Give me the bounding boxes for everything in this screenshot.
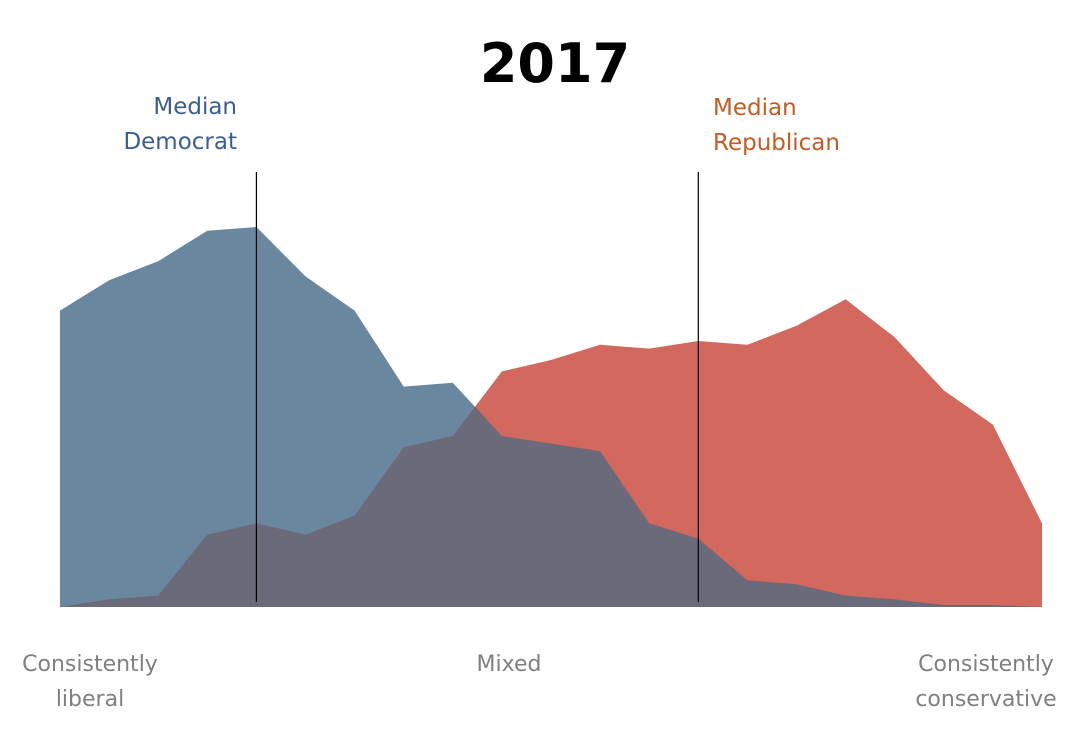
- median-democrat-label-line2: Democrat: [123, 129, 237, 155]
- median-democrat-label-line1: Median: [153, 94, 237, 120]
- x-label-conservative-line2: conservative: [915, 687, 1056, 712]
- democrat-area: [60, 227, 1042, 607]
- x-label-liberal-line1: Consistently: [22, 652, 158, 677]
- x-label-mixed: Mixed: [477, 652, 542, 677]
- median-republican-label-line2: Republican: [713, 130, 840, 156]
- x-label-liberal-line2: liberal: [56, 687, 124, 712]
- median-republican-label-line1: Median: [713, 95, 797, 121]
- chart-title: 2017: [480, 32, 630, 95]
- x-label-conservative-line1: Consistently: [918, 652, 1054, 677]
